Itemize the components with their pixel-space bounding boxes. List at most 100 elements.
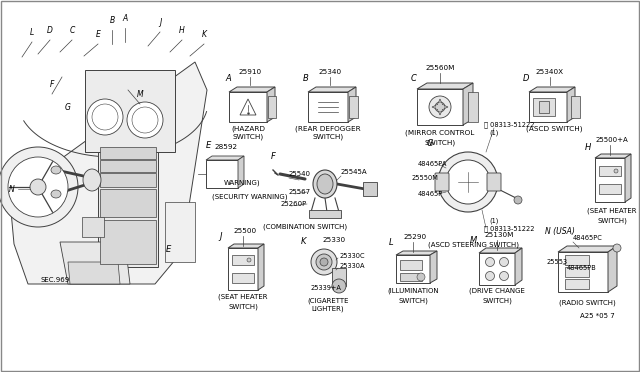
Ellipse shape [83,169,101,191]
Text: (ASCD STEERING SWITCH): (ASCD STEERING SWITCH) [428,242,518,248]
FancyBboxPatch shape [396,255,430,283]
FancyBboxPatch shape [165,202,195,262]
Polygon shape [238,156,244,188]
Text: (1): (1) [490,129,499,135]
FancyBboxPatch shape [100,173,156,187]
Circle shape [499,272,509,280]
Text: (ILLUMINATION: (ILLUMINATION [387,288,439,295]
Text: C: C [411,74,417,83]
FancyBboxPatch shape [228,248,258,290]
Text: SWITCH): SWITCH) [597,217,627,224]
FancyBboxPatch shape [98,152,158,267]
Polygon shape [258,244,264,290]
FancyBboxPatch shape [100,160,156,172]
FancyBboxPatch shape [565,267,589,277]
Text: 25330A: 25330A [340,263,365,269]
Text: L: L [388,238,394,247]
Polygon shape [60,242,130,284]
Text: H: H [179,26,185,35]
FancyBboxPatch shape [487,173,501,191]
Text: 25500: 25500 [234,228,257,234]
Polygon shape [417,83,473,89]
Text: 25550M: 25550M [412,175,439,181]
Text: N (USA): N (USA) [545,227,575,236]
Polygon shape [558,246,617,252]
FancyBboxPatch shape [529,92,567,122]
Text: E: E [95,30,100,39]
Text: A: A [122,14,127,23]
Text: L: L [30,28,34,37]
Circle shape [429,96,451,118]
Text: 25545A: 25545A [341,169,367,175]
Text: 48465PC: 48465PC [573,235,603,241]
Text: (MIRROR CONTROL: (MIRROR CONTROL [405,130,475,137]
Text: (SEAT HEATER: (SEAT HEATER [588,208,637,215]
Circle shape [0,147,78,227]
Circle shape [87,99,123,135]
Text: A25 *05 7: A25 *05 7 [580,313,614,319]
FancyBboxPatch shape [268,96,276,118]
Text: K: K [202,30,207,39]
Polygon shape [308,87,356,92]
Text: 25330: 25330 [323,237,346,243]
Polygon shape [463,83,473,125]
Circle shape [247,258,251,262]
Circle shape [332,279,346,293]
Ellipse shape [51,166,61,174]
Polygon shape [430,251,437,283]
Text: (REAR DEFOGGER: (REAR DEFOGGER [295,125,361,131]
Polygon shape [348,87,356,122]
Text: LIGHTER): LIGHTER) [312,306,344,312]
Polygon shape [10,62,207,284]
FancyBboxPatch shape [85,70,175,152]
Text: D: D [47,26,53,35]
Text: (ASCD SWITCH): (ASCD SWITCH) [525,125,582,131]
Text: K: K [301,237,307,246]
Text: 25340: 25340 [319,69,342,75]
Polygon shape [228,244,264,248]
Text: SEC.969: SEC.969 [40,277,70,283]
Circle shape [446,160,490,204]
FancyBboxPatch shape [332,268,346,286]
Text: (COMBINATION SWITCH): (COMBINATION SWITCH) [263,223,347,230]
Text: (SECURITY WARNING): (SECURITY WARNING) [212,193,288,199]
Polygon shape [515,248,522,285]
Circle shape [614,169,618,173]
FancyBboxPatch shape [232,273,254,283]
Circle shape [514,196,522,204]
Text: 25567: 25567 [289,189,311,195]
Text: E: E [165,245,171,254]
Text: F: F [271,152,275,161]
Text: 25330C: 25330C [340,253,365,259]
Text: M: M [469,236,477,245]
FancyBboxPatch shape [565,279,589,289]
Text: SWITCH): SWITCH) [312,134,344,141]
Text: 28592: 28592 [214,144,237,150]
FancyBboxPatch shape [100,189,156,217]
FancyBboxPatch shape [229,92,267,122]
Text: 25290: 25290 [403,234,427,240]
Text: J: J [159,18,161,27]
Text: 25130M: 25130M [484,232,514,238]
Text: 48465PA: 48465PA [418,161,447,167]
FancyBboxPatch shape [565,255,589,265]
FancyBboxPatch shape [100,147,156,159]
FancyBboxPatch shape [468,92,478,122]
Text: 48465PB: 48465PB [567,265,596,271]
Text: WARNING): WARNING) [224,179,260,186]
Text: (1): (1) [490,217,499,224]
Text: C: C [69,26,75,35]
FancyBboxPatch shape [479,253,515,285]
Text: N: N [9,186,15,195]
Text: A: A [225,74,231,83]
Circle shape [486,272,495,280]
Circle shape [613,244,621,252]
Circle shape [435,102,445,112]
Text: M: M [137,90,143,99]
Polygon shape [625,154,631,202]
Text: B: B [109,16,115,25]
Text: 25553: 25553 [547,259,568,265]
FancyBboxPatch shape [400,273,422,281]
FancyBboxPatch shape [308,92,348,122]
Polygon shape [267,87,275,122]
